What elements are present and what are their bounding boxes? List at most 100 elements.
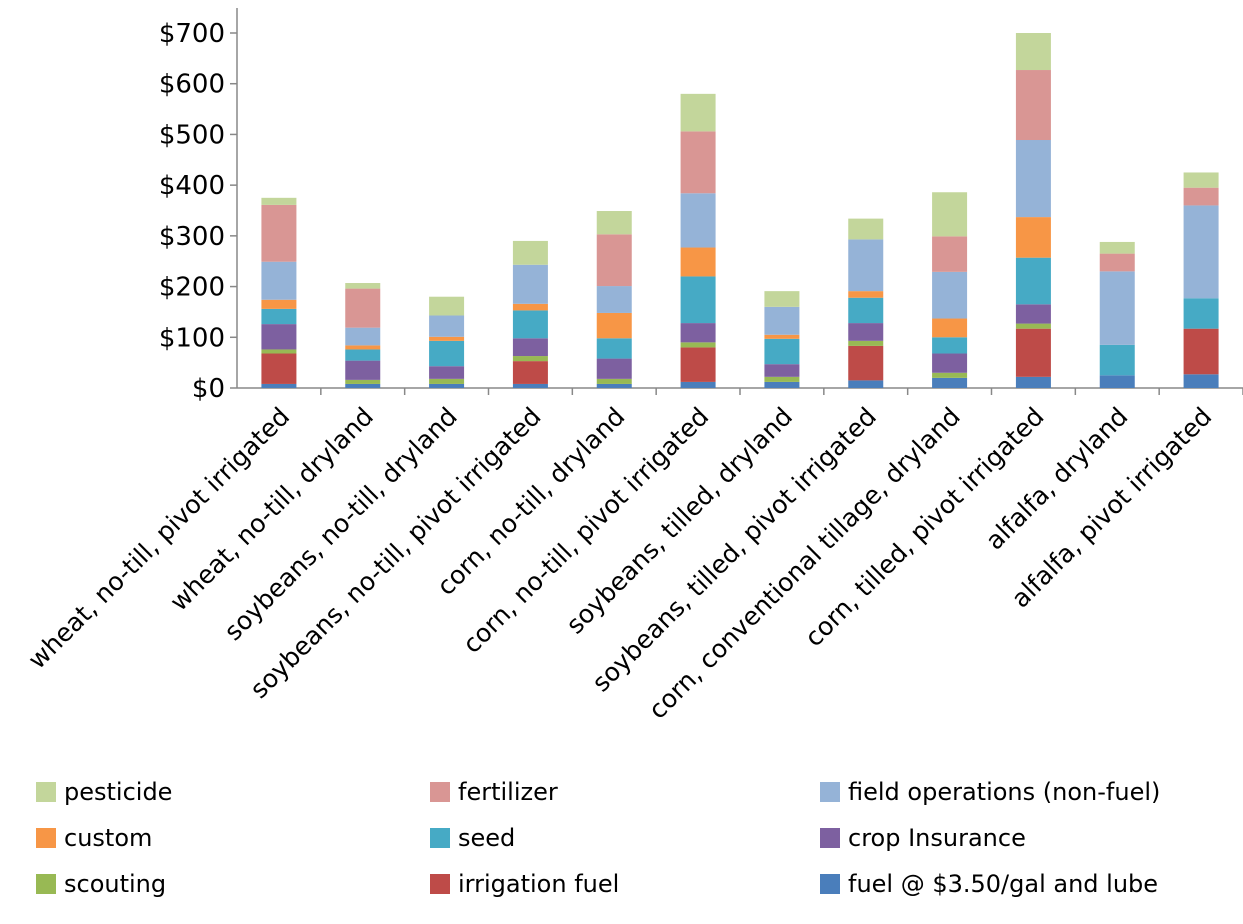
legend-swatch [430,828,450,848]
legend-label: scouting [64,870,167,898]
bar-segment [680,247,716,277]
bar-segment [764,364,800,377]
bar-segment [680,276,716,324]
bar-segment [345,345,381,350]
bar-segment [512,264,548,304]
bar-segment [1099,253,1135,272]
bar-segment [1015,70,1051,141]
x-tick-label: corn, conventional tillage, dryland [643,402,966,725]
bar-segment [1015,140,1051,218]
legend-item: seed [430,818,515,858]
bar-segment [680,381,716,388]
y-tick-label: $100 [159,323,225,353]
bar-segment [1015,257,1051,305]
bar-segment [596,312,632,339]
bar-segment [596,234,632,287]
bar-segment [1183,374,1219,388]
bar-segment [261,261,297,300]
bar-segment [932,318,968,338]
bar-segment [596,286,632,313]
x-tick-label: alfalfa, dryland [980,402,1134,556]
bar-segment [1099,241,1135,254]
bar-segment [345,379,381,384]
legend-label: irrigation fuel [458,870,620,898]
legend-label: seed [458,824,516,852]
bar-segment [848,380,884,388]
bar-segment [680,342,716,348]
bar-segment [512,383,548,388]
bar-segment [261,324,297,350]
bar-segment [932,192,968,237]
bar-segment [261,308,297,325]
legend-label: custom [64,824,153,852]
legend-label: fuel @ $3.50/gal and lube [848,870,1159,898]
bar-segment [848,323,884,341]
bar-segment [680,93,716,132]
bar-segment [345,327,381,346]
legend-label: field operations (non-fuel) [848,778,1161,806]
bar-segment [764,376,800,382]
bar-segment [429,340,465,367]
bar-segment [512,303,548,311]
legend-label: crop Insurance [848,824,1026,852]
bar-segment [429,378,465,384]
bar-segment [764,334,800,339]
y-tick-label: $600 [159,70,225,100]
bar-segment [345,288,381,328]
bar-segment [764,381,800,388]
bar-segment [512,338,548,357]
bar-segment [512,356,548,362]
bar-segment [1099,375,1135,388]
bar-segment [596,383,632,388]
bar-segment [429,383,465,388]
bar-segment [1015,217,1051,258]
y-tick-label: $0 [192,374,225,404]
bar-segment [596,378,632,384]
bar-segment [848,297,884,324]
bar-segment [429,366,465,379]
y-tick-label: $200 [159,273,225,303]
legend-item: field operations (non-fuel) [820,772,1160,812]
bar-segment [261,349,297,354]
legend-label: pesticide [64,778,173,806]
legend-item: irrigation fuel [430,864,619,904]
bar-segment [848,340,884,346]
bar-segment [1183,298,1219,329]
bar-segment [596,211,632,235]
bar-segment [680,193,716,248]
bar-segment [848,239,884,292]
bar-segment [512,361,548,384]
bar-segment [261,383,297,388]
chart-legend: pesticide fertilizer field operations (non… [0,770,1243,924]
legend-swatch [820,828,840,848]
bar-segment [429,315,465,337]
bar-segment [596,358,632,379]
y-tick-label: $700 [159,19,225,49]
legend-item: custom [36,818,152,858]
bar-segment [1183,187,1219,206]
bar-segment [764,338,800,365]
legend-swatch [36,874,56,894]
bar-segment [261,299,297,309]
bar-segment [1183,328,1219,375]
bar-segment [932,337,968,354]
bar-segment [1015,323,1051,329]
legend-swatch [430,782,450,802]
bar-segment [261,197,297,205]
bar-segment [261,204,297,262]
bar-segment [345,283,381,289]
bar-segment [596,338,632,359]
bar-segment [345,349,381,361]
bar-segment [1015,328,1051,377]
bar-segment [1183,205,1219,299]
bar-segment [1015,376,1051,388]
y-tick-label: $300 [159,222,225,252]
x-tick-label: soybeans, no-till, pivot irrigated [244,402,546,704]
bar-segment [848,218,884,240]
bar-segment [680,347,716,382]
y-tick-label: $500 [159,120,225,150]
bar-segment [764,291,800,307]
legend-item: fertilizer [430,772,558,812]
legend-swatch [36,782,56,802]
